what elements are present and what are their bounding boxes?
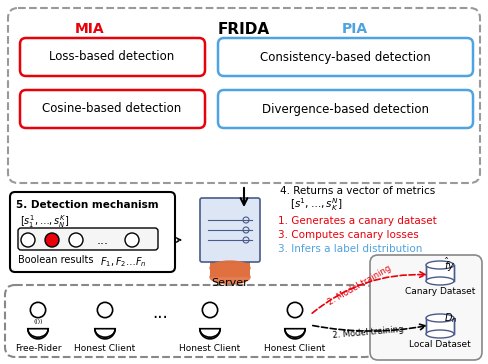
FancyBboxPatch shape bbox=[18, 228, 158, 250]
Text: $F_1, F_2 \ldots F_n$: $F_1, F_2 \ldots F_n$ bbox=[100, 255, 147, 269]
Text: 1. Generates a canary dataset: 1. Generates a canary dataset bbox=[278, 216, 437, 226]
Bar bbox=[426, 265, 454, 281]
Text: MIA: MIA bbox=[75, 22, 105, 36]
Bar bbox=[426, 318, 454, 334]
Text: 2. Model training: 2. Model training bbox=[332, 324, 404, 340]
Text: 3. Infers a label distribution: 3. Infers a label distribution bbox=[278, 244, 423, 254]
Text: ...: ... bbox=[97, 233, 109, 246]
Circle shape bbox=[45, 233, 59, 247]
Ellipse shape bbox=[426, 330, 454, 338]
Circle shape bbox=[30, 302, 46, 318]
Text: $[s^1_1,\ldots,s^K_N]$: $[s^1_1,\ldots,s^K_N]$ bbox=[20, 213, 69, 230]
Ellipse shape bbox=[426, 277, 454, 285]
Text: 2. Model training: 2. Model training bbox=[327, 263, 393, 307]
Text: Divergence-based detection: Divergence-based detection bbox=[262, 103, 428, 115]
Circle shape bbox=[203, 302, 218, 318]
Wedge shape bbox=[95, 329, 115, 339]
FancyBboxPatch shape bbox=[210, 262, 250, 277]
Text: Honest Client: Honest Client bbox=[180, 344, 241, 353]
Text: Cosine-based detection: Cosine-based detection bbox=[42, 103, 182, 115]
FancyBboxPatch shape bbox=[370, 255, 482, 360]
Text: $\hat{f}y$: $\hat{f}y$ bbox=[444, 256, 455, 274]
FancyBboxPatch shape bbox=[5, 285, 375, 357]
FancyBboxPatch shape bbox=[218, 38, 473, 76]
Circle shape bbox=[97, 302, 113, 318]
Text: Boolean results: Boolean results bbox=[18, 255, 94, 265]
FancyBboxPatch shape bbox=[20, 90, 205, 128]
Text: Free-Rider: Free-Rider bbox=[15, 344, 61, 353]
Text: (()): (()) bbox=[33, 320, 43, 324]
FancyBboxPatch shape bbox=[8, 8, 480, 183]
Text: ···: ··· bbox=[152, 309, 168, 327]
Ellipse shape bbox=[426, 314, 454, 322]
Text: FRIDA: FRIDA bbox=[218, 22, 270, 37]
Text: 3. Computes canary losses: 3. Computes canary losses bbox=[278, 230, 419, 240]
FancyBboxPatch shape bbox=[10, 192, 175, 272]
Wedge shape bbox=[28, 329, 48, 339]
FancyBboxPatch shape bbox=[218, 90, 473, 128]
Text: Server: Server bbox=[212, 278, 248, 288]
Text: Canary Dataset: Canary Dataset bbox=[405, 287, 475, 296]
Text: PIA: PIA bbox=[342, 22, 368, 36]
Text: Loss-based detection: Loss-based detection bbox=[49, 51, 175, 63]
Circle shape bbox=[125, 233, 139, 247]
Ellipse shape bbox=[426, 261, 454, 269]
Text: Consistency-based detection: Consistency-based detection bbox=[260, 51, 430, 63]
Text: Honest Client: Honest Client bbox=[74, 344, 136, 353]
Ellipse shape bbox=[210, 270, 250, 284]
Text: Local Dataset: Local Dataset bbox=[409, 340, 471, 349]
Text: $[s^1,\ldots,s^N_K]$: $[s^1,\ldots,s^N_K]$ bbox=[290, 196, 343, 213]
Circle shape bbox=[287, 302, 303, 318]
Text: 4. Returns a vector of metrics: 4. Returns a vector of metrics bbox=[280, 186, 435, 196]
Wedge shape bbox=[200, 329, 220, 339]
Ellipse shape bbox=[210, 261, 250, 275]
Text: Honest Client: Honest Client bbox=[264, 344, 325, 353]
Text: $D_n$: $D_n$ bbox=[444, 311, 457, 325]
FancyBboxPatch shape bbox=[200, 198, 260, 262]
Wedge shape bbox=[285, 329, 305, 339]
Circle shape bbox=[69, 233, 83, 247]
Circle shape bbox=[21, 233, 35, 247]
FancyBboxPatch shape bbox=[20, 38, 205, 76]
Text: 5. Detection mechanism: 5. Detection mechanism bbox=[16, 200, 159, 210]
